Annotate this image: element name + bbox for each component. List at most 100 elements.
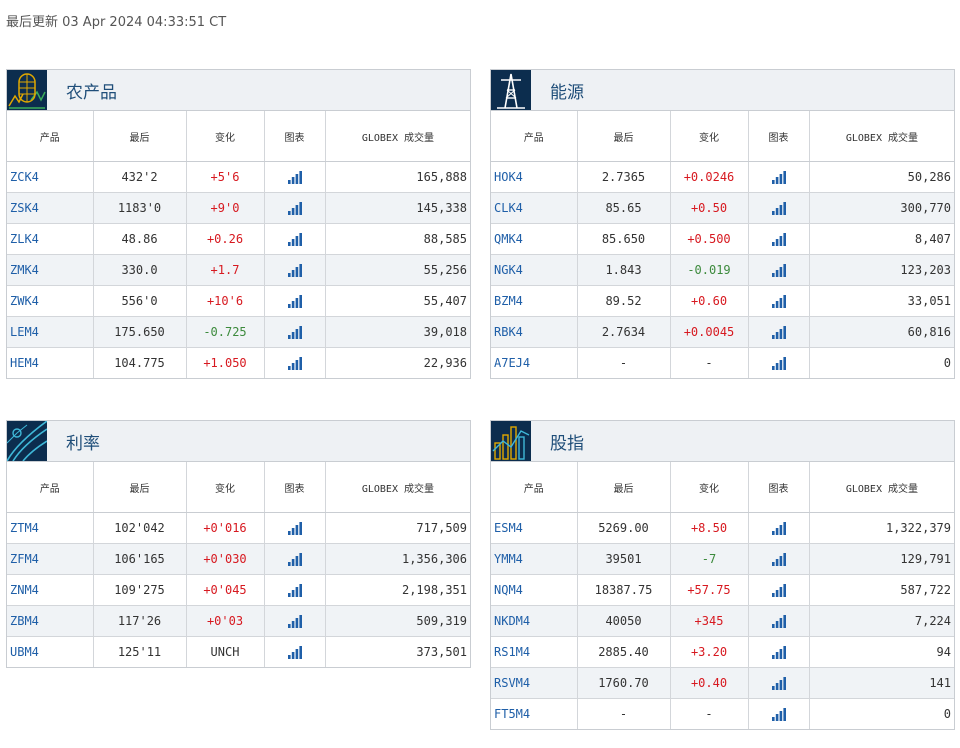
bar-chart-icon[interactable] — [771, 294, 786, 308]
chart-link[interactable] — [748, 223, 810, 255]
price-change: +0'016 — [186, 512, 265, 544]
product-code-link[interactable]: ZFM4 — [7, 543, 94, 575]
bar-chart-icon[interactable] — [287, 552, 302, 566]
product-code-link[interactable]: CLK4 — [491, 192, 578, 224]
bar-chart-icon[interactable] — [771, 201, 786, 215]
chart-link[interactable] — [748, 285, 810, 317]
table-row: CLK4 85.65 +0.50 300,770 — [491, 192, 954, 224]
globex-volume: 33,051 — [809, 285, 954, 317]
product-code-link[interactable]: ZSK4 — [7, 192, 94, 224]
product-code-link[interactable]: QMK4 — [491, 223, 578, 255]
product-code-link[interactable]: ZTM4 — [7, 512, 94, 544]
product-code-link[interactable]: ZLK4 — [7, 223, 94, 255]
table-row: FT5M4- -0 — [491, 698, 954, 729]
last-price: 125'11 — [93, 636, 187, 667]
chart-link[interactable] — [748, 605, 810, 637]
bar-chart-icon[interactable] — [771, 645, 786, 659]
chart-link[interactable] — [748, 698, 810, 729]
chart-link[interactable] — [748, 636, 810, 668]
chart-link[interactable] — [264, 161, 326, 193]
product-code-link[interactable]: ZMK4 — [7, 254, 94, 286]
last-price: 1183'0 — [93, 192, 187, 224]
bar-chart-icon[interactable] — [287, 645, 302, 659]
chart-link[interactable] — [748, 512, 810, 544]
product-code-link[interactable]: NGK4 — [491, 254, 578, 286]
chart-link[interactable] — [264, 192, 326, 224]
bar-chart-icon[interactable] — [287, 325, 302, 339]
bar-chart-icon[interactable] — [287, 356, 302, 370]
bar-chart-icon[interactable] — [287, 614, 302, 628]
product-code-link[interactable]: LEM4 — [7, 316, 94, 348]
chart-link[interactable] — [748, 574, 810, 606]
price-change: +8.50 — [670, 512, 749, 544]
chart-link[interactable] — [748, 254, 810, 286]
product-code-link[interactable]: ZWK4 — [7, 285, 94, 317]
bar-chart-icon[interactable] — [287, 232, 302, 246]
chart-link[interactable] — [264, 574, 326, 606]
panel-interest-rates: 利率 产品 最后 变化 图表 GLOBEX 成交量 ZTM4 102'042 +0'016 717… — [6, 420, 471, 668]
product-code-link[interactable]: HEM4 — [7, 347, 94, 378]
bar-chart-icon[interactable] — [287, 294, 302, 308]
product-code-link[interactable]: RS1M4 — [491, 636, 578, 668]
last-price: 175.650 — [93, 316, 187, 348]
chart-link[interactable] — [748, 161, 810, 193]
bar-chart-icon[interactable] — [287, 170, 302, 184]
last-price: 1760.70 — [577, 667, 671, 699]
chart-link[interactable] — [264, 605, 326, 637]
price-change: +345 — [670, 605, 749, 637]
chart-link[interactable] — [748, 347, 810, 378]
product-code-link[interactable]: NQM4 — [491, 574, 578, 606]
globex-volume: 55,256 — [325, 254, 470, 286]
bar-chart-icon[interactable] — [771, 583, 786, 597]
product-code-link[interactable]: YMM4 — [491, 543, 578, 575]
product-code-link[interactable]: HOK4 — [491, 161, 578, 193]
panel-title: 农产品 — [66, 82, 117, 103]
product-code-link[interactable]: BZM4 — [491, 285, 578, 317]
product-code-link[interactable]: ESM4 — [491, 512, 578, 544]
bar-chart-icon[interactable] — [771, 552, 786, 566]
chart-link[interactable] — [264, 636, 326, 667]
bar-chart-icon[interactable] — [771, 676, 786, 690]
chart-link[interactable] — [264, 254, 326, 286]
price-change: -0.725 — [186, 316, 265, 348]
bar-chart-icon[interactable] — [771, 263, 786, 277]
bar-chart-icon[interactable] — [771, 325, 786, 339]
bar-chart-icon[interactable] — [771, 232, 786, 246]
price-change: +3.20 — [670, 636, 749, 668]
globex-volume: 145,338 — [325, 192, 470, 224]
bar-chart-icon[interactable] — [287, 263, 302, 277]
bar-chart-icon[interactable] — [287, 521, 302, 535]
price-change: +1.7 — [186, 254, 265, 286]
chart-link[interactable] — [264, 223, 326, 255]
bar-chart-icon[interactable] — [287, 583, 302, 597]
col-header-change: 变化 — [186, 111, 265, 162]
bar-chart-icon[interactable] — [771, 521, 786, 535]
chart-link[interactable] — [748, 667, 810, 699]
globex-volume: 39,018 — [325, 316, 470, 348]
product-code-link[interactable]: NKDM4 — [491, 605, 578, 637]
bar-chart-icon[interactable] — [771, 356, 786, 370]
product-code-link[interactable]: A7EJ4 — [491, 347, 578, 378]
chart-link[interactable] — [748, 192, 810, 224]
chart-link[interactable] — [264, 512, 326, 544]
product-code-link[interactable]: ZCK4 — [7, 161, 94, 193]
chart-link[interactable] — [264, 543, 326, 575]
bar-chart-icon[interactable] — [771, 614, 786, 628]
bar-chart-icon[interactable] — [771, 707, 786, 721]
table-row: ZBM4 117'26 +0'03 509,319 — [7, 605, 470, 637]
chart-link[interactable] — [748, 543, 810, 575]
price-change: +0.0045 — [670, 316, 749, 348]
chart-link[interactable] — [264, 316, 326, 348]
product-code-link[interactable]: UBM4 — [7, 636, 94, 667]
bar-chart-icon[interactable] — [771, 170, 786, 184]
chart-link[interactable] — [748, 316, 810, 348]
chart-link[interactable] — [264, 347, 326, 378]
product-code-link[interactable]: ZBM4 — [7, 605, 94, 637]
price-change: +0'045 — [186, 574, 265, 606]
chart-link[interactable] — [264, 285, 326, 317]
bar-chart-icon[interactable] — [287, 201, 302, 215]
product-code-link[interactable]: RBK4 — [491, 316, 578, 348]
product-code-link[interactable]: ZNM4 — [7, 574, 94, 606]
product-code-link[interactable]: FT5M4 — [491, 698, 578, 729]
product-code-link[interactable]: RSVM4 — [491, 667, 578, 699]
